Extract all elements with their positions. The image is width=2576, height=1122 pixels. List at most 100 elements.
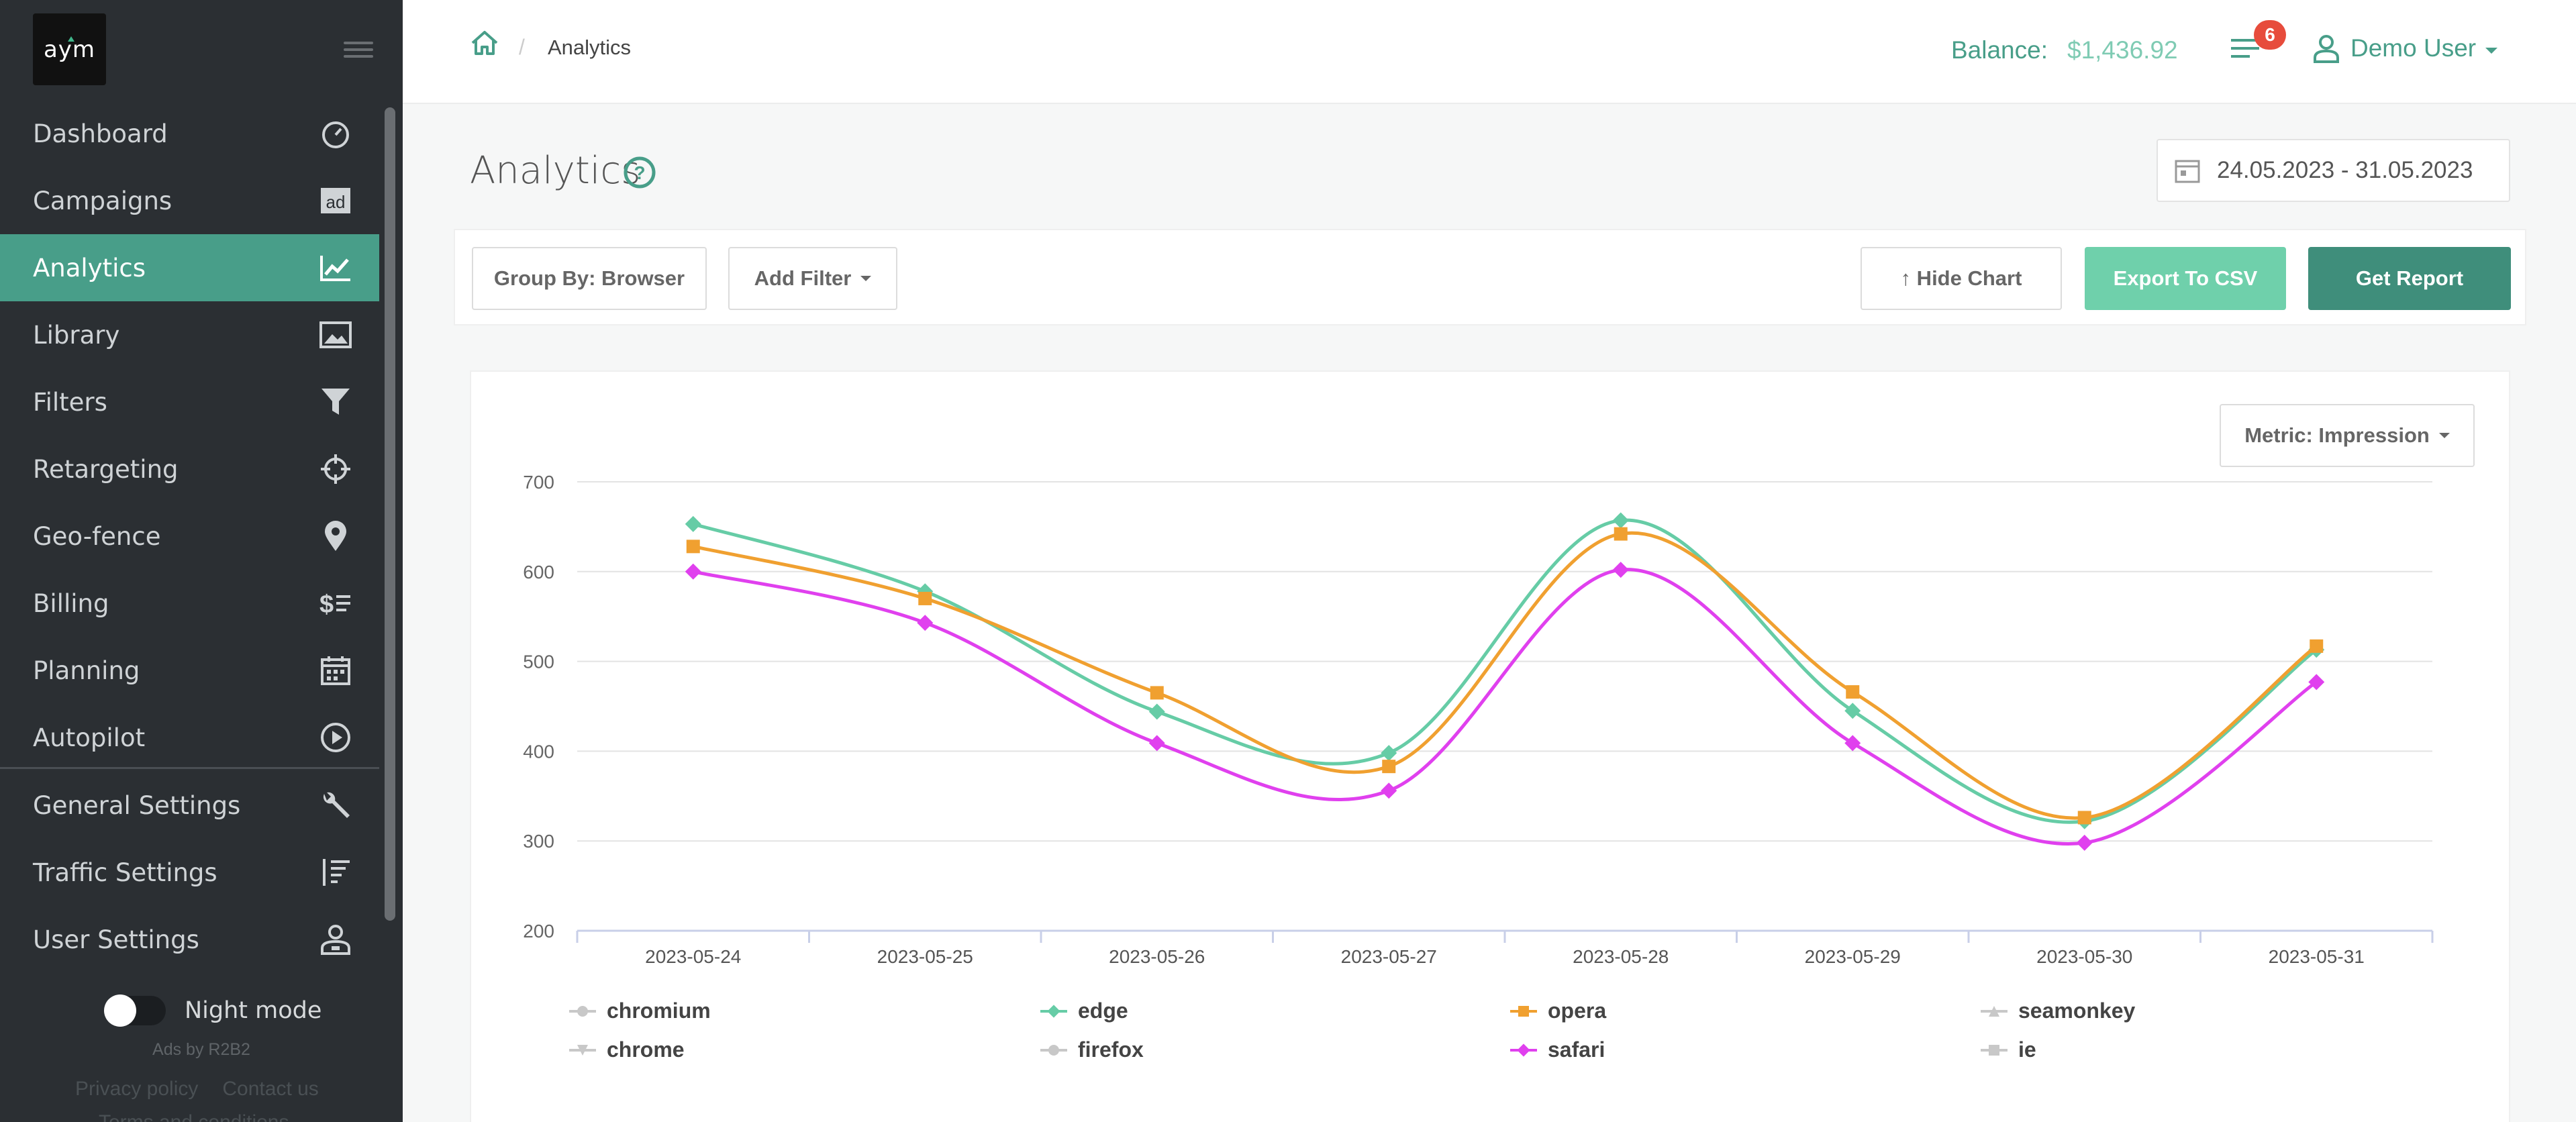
terms-link[interactable]: Terms and conditions bbox=[99, 1111, 289, 1122]
sidebar-item-library[interactable]: Library bbox=[0, 301, 379, 368]
legend-item-seamonkey[interactable]: seamonkey bbox=[1981, 999, 2135, 1023]
sidebar-item-general-settings[interactable]: General Settings bbox=[0, 772, 379, 839]
group-by-label: Group By: Browser bbox=[493, 266, 685, 290]
help-icon[interactable]: ? bbox=[623, 156, 656, 193]
group-by-button[interactable]: Group By: Browser bbox=[472, 247, 707, 310]
sidebar-item-autopilot[interactable]: Autopilot bbox=[0, 704, 379, 771]
legend-item-opera[interactable]: opera bbox=[1510, 999, 1606, 1023]
legend-marker-icon bbox=[1981, 1044, 2008, 1056]
legend-label: opera bbox=[1548, 999, 1607, 1023]
chart-icon bbox=[319, 251, 352, 285]
balance-value: $1,436.92 bbox=[2067, 36, 2178, 64]
chevron-down-icon bbox=[860, 276, 872, 281]
legend-item-ie[interactable]: ie bbox=[1981, 1037, 2036, 1062]
map-pin-icon bbox=[319, 519, 352, 553]
user-menu[interactable]: Demo User bbox=[2313, 34, 2498, 63]
legend-label: chromium bbox=[607, 999, 711, 1023]
sidebar-item-geo-fence[interactable]: Geo-fence bbox=[0, 503, 379, 570]
breadcrumb[interactable]: Analytics bbox=[548, 36, 632, 59]
image-icon bbox=[319, 318, 352, 352]
hide-chart-button[interactable]: ↑ Hide Chart bbox=[1861, 247, 2062, 310]
legend-label: edge bbox=[1078, 999, 1128, 1023]
night-mode-label: Night mode bbox=[185, 997, 322, 1024]
contact-link[interactable]: Contact us bbox=[222, 1078, 319, 1100]
date-range-value: 24.05.2023 - 31.05.2023 bbox=[2217, 157, 2473, 183]
legend-label: seamonkey bbox=[2018, 999, 2136, 1023]
sidebar-item-label: Retargeting bbox=[33, 454, 179, 484]
sidebar-item-label: Filters bbox=[33, 387, 107, 417]
chevron-down-icon bbox=[2485, 47, 2498, 54]
svg-text:?: ? bbox=[634, 162, 645, 183]
sidebar-item-label: Campaigns bbox=[33, 186, 172, 215]
sidebar-item-label: General Settings bbox=[33, 790, 241, 820]
nav-divider bbox=[0, 767, 379, 769]
ad-icon: ad bbox=[319, 184, 352, 217]
ads-credit: Ads by R2B2 bbox=[152, 1040, 250, 1059]
sidebar-item-planning[interactable]: Planning bbox=[0, 637, 379, 704]
sidebar-item-traffic-settings[interactable]: Traffic Settings bbox=[0, 839, 379, 906]
home-icon[interactable] bbox=[470, 30, 499, 60]
legend-item-firefox[interactable]: firefox bbox=[1040, 1037, 1144, 1062]
page-title: Analytics bbox=[470, 149, 641, 193]
sidebar: aym Dashboard Campaigns ad Analytics Library… bbox=[0, 0, 403, 1122]
notification-badge: 6 bbox=[2254, 20, 2286, 50]
add-filter-label: Add Filter bbox=[754, 266, 852, 290]
sidebar-item-label: User Settings bbox=[33, 925, 199, 954]
logo-mark bbox=[68, 36, 75, 42]
night-mode: Night mode bbox=[104, 994, 322, 1027]
sidebar-item-label: Library bbox=[33, 320, 120, 350]
metric-dropdown[interactable]: Metric: Impression bbox=[2220, 404, 2475, 467]
calendar-icon bbox=[2175, 160, 2200, 183]
legend-label: chrome bbox=[607, 1037, 685, 1062]
export-csv-label: Export To CSV bbox=[2113, 266, 2258, 290]
sidebar-item-retargeting[interactable]: Retargeting bbox=[0, 436, 379, 503]
sidebar-item-label: Geo-fence bbox=[33, 521, 161, 551]
legend-marker-icon bbox=[1510, 1005, 1537, 1017]
legend-item-chromium[interactable]: chromium bbox=[569, 999, 711, 1023]
sidebar-item-label: Analytics bbox=[33, 253, 146, 283]
sidebar-item-user-settings[interactable]: User Settings bbox=[0, 906, 379, 973]
calendar-icon bbox=[319, 654, 352, 687]
legend-label: firefox bbox=[1078, 1037, 1144, 1062]
sidebar-item-billing[interactable]: Billing $ bbox=[0, 570, 379, 637]
legend-item-chrome[interactable]: chrome bbox=[569, 1037, 685, 1062]
metric-label: Metric: Impression bbox=[2244, 423, 2430, 447]
date-range-picker[interactable]: 24.05.2023 - 31.05.2023 bbox=[2157, 139, 2510, 202]
dollar-list-icon: $ bbox=[319, 586, 352, 620]
user-cog-icon bbox=[319, 923, 352, 956]
legend-marker-icon bbox=[569, 1005, 596, 1017]
sidebar-item-dashboard[interactable]: Dashboard bbox=[0, 100, 379, 167]
sidebar-item-campaigns[interactable]: Campaigns ad bbox=[0, 167, 379, 234]
chart-card bbox=[470, 370, 2510, 1122]
legend-marker-icon bbox=[1040, 1004, 1067, 1018]
user-icon bbox=[2314, 35, 2339, 63]
night-mode-toggle[interactable] bbox=[104, 994, 166, 1027]
get-report-button[interactable]: Get Report bbox=[2308, 247, 2511, 310]
sidebar-item-label: Billing bbox=[33, 589, 109, 618]
sidebar-item-filters[interactable]: Filters bbox=[0, 368, 379, 436]
privacy-link[interactable]: Privacy policy bbox=[75, 1078, 199, 1100]
top-bar bbox=[403, 0, 2576, 104]
wrench-icon bbox=[319, 788, 352, 822]
sort-icon bbox=[319, 856, 352, 889]
funnel-icon bbox=[319, 385, 352, 419]
app-logo[interactable]: aym bbox=[33, 13, 106, 85]
add-filter-button[interactable]: Add Filter bbox=[728, 247, 897, 310]
legend-marker-icon bbox=[1510, 1043, 1537, 1057]
menu-toggle-icon[interactable] bbox=[344, 42, 373, 62]
sidebar-item-label: Autopilot bbox=[33, 723, 146, 752]
svg-text:ad: ad bbox=[326, 192, 346, 212]
sidebar-item-analytics[interactable]: Analytics bbox=[0, 234, 379, 301]
legend-item-edge[interactable]: edge bbox=[1040, 999, 1128, 1023]
legend-marker-icon bbox=[1040, 1044, 1067, 1056]
sidebar-item-label: Dashboard bbox=[33, 119, 168, 148]
export-csv-button[interactable]: Export To CSV bbox=[2085, 247, 2286, 310]
play-circle-icon bbox=[319, 721, 352, 754]
legend-item-safari[interactable]: safari bbox=[1510, 1037, 1605, 1062]
legend-marker-icon bbox=[569, 1044, 596, 1056]
get-report-label: Get Report bbox=[2355, 266, 2464, 290]
legend-marker-icon bbox=[1981, 1005, 2008, 1017]
legend-label: ie bbox=[2018, 1037, 2036, 1062]
sidebar-item-label: Planning bbox=[33, 656, 140, 685]
sidebar-scrollbar[interactable] bbox=[385, 107, 395, 921]
